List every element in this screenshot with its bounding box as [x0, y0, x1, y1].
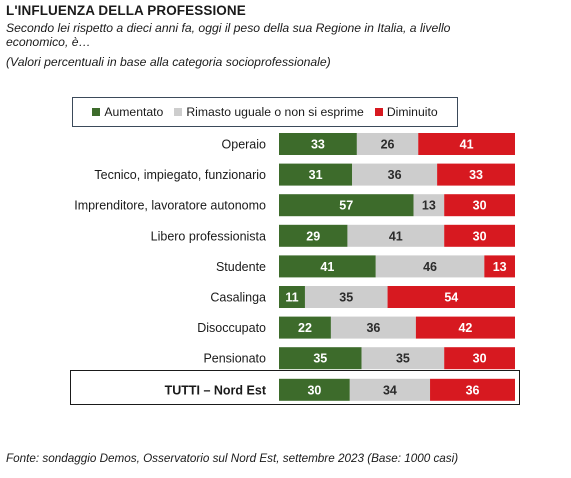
data-label-diminuito-disoccupato: 42 — [458, 321, 472, 335]
legend-item-aumentato: Aumentato — [92, 105, 163, 119]
data-label-rimasto-libero-professionista: 41 — [389, 229, 403, 243]
bar-diminuito-disoccupato — [415, 316, 515, 339]
legend-label-aumentato: Aumentato — [104, 105, 164, 119]
data-label-diminuito-pensionato: 30 — [473, 352, 487, 366]
category-label-studente: Studente — [216, 260, 266, 274]
bar-aumentato-operaio — [279, 133, 357, 155]
data-label-aumentato-imprenditore-lavoratore-autonomo: 57 — [339, 199, 353, 213]
bar-rimasto-casalinga — [304, 286, 388, 308]
category-label-tecnico-impiegato-funzionario: Tecnico, impiegato, funzionario — [94, 168, 266, 182]
bar-rimasto-tecnico-impiegato-funzionario — [352, 163, 438, 186]
legend-item-diminuito: Diminuito — [374, 105, 438, 119]
bar-diminuito-casalinga — [387, 286, 515, 308]
data-label-aumentato-disoccupato: 22 — [298, 321, 312, 335]
chart-note: (Valori percentuali in base alla categor… — [6, 55, 331, 69]
data-label-aumentato-casalinga: 11 — [285, 291, 298, 305]
data-label-aumentato-pensionato: 35 — [313, 352, 327, 366]
data-label-diminuito-studente: 13 — [493, 260, 507, 274]
category-label-libero-professionista: Libero professionista — [151, 229, 266, 243]
category-label-operaio: Operaio — [222, 138, 267, 152]
category-label-casalinga: Casalinga — [210, 291, 266, 305]
chart-title: L'INFLUENZA DELLA PROFESSIONE — [6, 3, 246, 18]
data-label-aumentato-tecnico-impiegato-funzionario: 31 — [309, 168, 323, 182]
bar-diminuito-tecnico-impiegato-funzionario — [437, 163, 515, 186]
total-row-frame — [70, 370, 520, 405]
data-label-diminuito-imprenditore-lavoratore-autonomo: 30 — [473, 199, 487, 213]
data-label-rimasto-studente: 46 — [423, 260, 437, 274]
bar-aumentato-tutti-nord-est — [279, 378, 350, 401]
bar-rimasto-operaio — [356, 133, 419, 155]
data-label-diminuito-tecnico-impiegato-funzionario: 33 — [469, 168, 483, 182]
bar-diminuito-studente — [484, 255, 515, 278]
data-label-aumentato-tutti-nord-est: 30 — [307, 383, 321, 397]
bar-aumentato-studente — [279, 255, 376, 278]
bar-aumentato-imprenditore-lavoratore-autonomo — [279, 194, 414, 217]
data-label-diminuito-operaio: 41 — [460, 138, 474, 152]
chart-subtitle: Secondo lei rispetto a dieci anni fa, og… — [6, 21, 451, 49]
data-label-diminuito-tutti-nord-est: 36 — [466, 383, 480, 397]
category-label-pensionato: Pensionato — [203, 352, 266, 366]
bar-aumentato-tecnico-impiegato-funzionario — [279, 163, 353, 186]
data-label-aumentato-studente: 41 — [320, 260, 334, 274]
bar-aumentato-disoccupato — [279, 316, 331, 339]
bar-rimasto-libero-professionista — [347, 224, 445, 247]
data-label-rimasto-tecnico-impiegato-funzionario: 36 — [388, 168, 402, 182]
bar-aumentato-libero-professionista — [279, 224, 348, 247]
legend-swatch-aumentato — [92, 108, 101, 116]
legend-label-rimasto: Rimasto uguale o non si esprime — [186, 105, 364, 119]
data-label-aumentato-operaio: 33 — [311, 138, 325, 152]
data-label-diminuito-libero-professionista: 30 — [473, 229, 487, 243]
data-label-rimasto-casalinga: 35 — [339, 291, 353, 305]
bar-diminuito-imprenditore-lavoratore-autonomo — [444, 194, 515, 217]
bar-aumentato-pensionato — [279, 347, 362, 370]
data-label-rimasto-disoccupato: 36 — [366, 321, 380, 335]
bar-rimasto-disoccupato — [330, 316, 416, 339]
data-label-rimasto-pensionato: 35 — [396, 352, 410, 366]
bar-rimasto-pensionato — [361, 347, 445, 370]
data-label-diminuito-casalinga: 54 — [444, 291, 458, 305]
category-label-tutti-nord-est: TUTTI – Nord Est — [165, 383, 267, 397]
bar-diminuito-operaio — [418, 133, 515, 155]
legend-swatch-diminuito — [374, 108, 383, 116]
legend-item-rimasto: Rimasto uguale o non si esprime — [174, 105, 364, 119]
bar-diminuito-tutti-nord-est — [430, 378, 515, 401]
data-label-aumentato-libero-professionista: 29 — [306, 229, 320, 243]
data-label-rimasto-tutti-nord-est: 34 — [383, 383, 397, 397]
bar-rimasto-studente — [375, 255, 485, 278]
legend-label-diminuito: Diminuito — [386, 105, 438, 119]
category-label-imprenditore-lavoratore-autonomo: Imprenditore, lavoratore autonomo — [74, 199, 266, 213]
category-label-disoccupato: Disoccupato — [197, 321, 266, 335]
legend: Aumentato Rimasto uguale o non si esprim… — [72, 97, 458, 127]
source-note: Fonte: sondaggio Demos, Osservatorio sul… — [6, 452, 459, 465]
legend-swatch-rimasto — [174, 108, 183, 116]
stacked-bar-chart: Operaio 33 26 41 Tecnico, impiegato, funzion… — [74, 133, 515, 401]
bar-rimasto-tutti-nord-est — [349, 378, 431, 401]
bar-rimasto-imprenditore-lavoratore-autonomo — [413, 194, 445, 217]
bar-aumentato-casalinga — [279, 286, 305, 308]
data-label-rimasto-operaio: 26 — [381, 138, 395, 152]
bar-diminuito-libero-professionista — [444, 224, 515, 247]
bar-diminuito-pensionato — [444, 347, 515, 370]
data-label-rimasto-imprenditore-lavoratore-autonomo: 13 — [422, 199, 436, 213]
